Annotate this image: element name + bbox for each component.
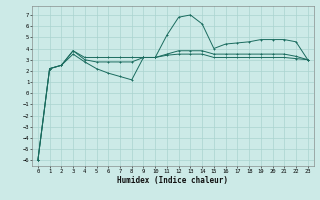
X-axis label: Humidex (Indice chaleur): Humidex (Indice chaleur) bbox=[117, 176, 228, 185]
